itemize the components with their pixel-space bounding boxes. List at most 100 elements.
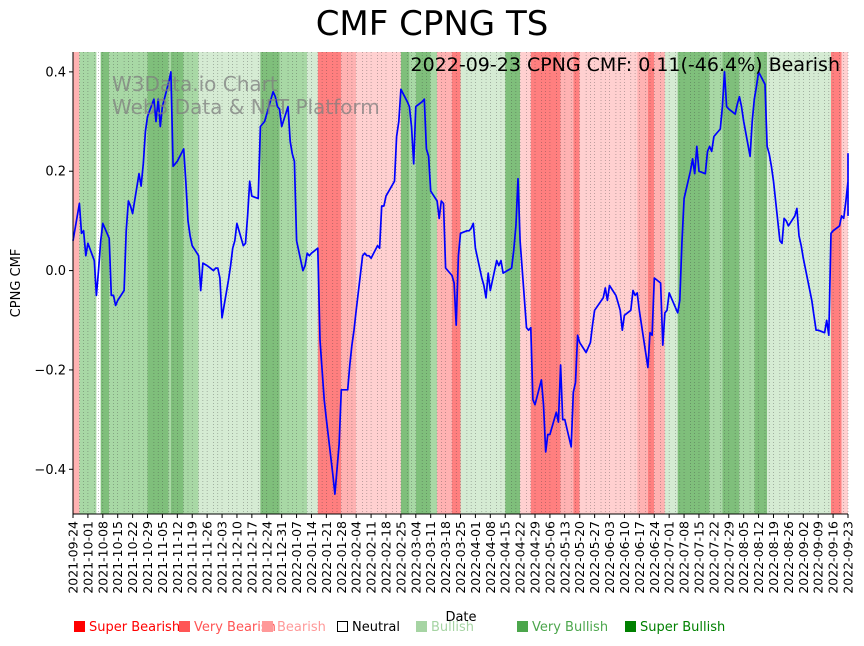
latest-value-annotation: 2022-09-23 CPNG CMF: 0.11(-46.4%) Bearis… [410, 54, 841, 76]
x-tick-label: 2022-09-16 [826, 521, 841, 594]
legend-swatch [179, 621, 190, 632]
x-tick-label: 2022-09-23 [841, 521, 856, 594]
regime-band-very-bearish [573, 52, 580, 514]
legend-label: Super Bearish [89, 620, 181, 635]
regime-band-very-bullish [100, 52, 110, 514]
regime-band-bullish [430, 52, 438, 514]
y-tick-label: −0.4 [34, 463, 66, 478]
regime-band-very-bullish [400, 52, 410, 514]
x-tick-label: 2021-10-15 [110, 521, 125, 594]
regime-band-bearish [637, 52, 648, 514]
x-tick-label: 2022-06-24 [647, 521, 662, 594]
legend-swatch [74, 621, 85, 632]
regime-band-bullish [168, 52, 171, 514]
x-tick-label: 2022-07-01 [662, 521, 677, 594]
regime-band-very-bullish [754, 52, 768, 514]
x-tick-label: 2021-11-12 [170, 521, 185, 594]
x-tick-label: 2022-04-15 [498, 521, 513, 594]
x-tick-label: 2021-12-31 [274, 521, 289, 594]
x-tick-label: 2022-05-06 [542, 521, 557, 594]
legend-label: Bullish [431, 620, 475, 635]
legend: Super Bearish Very Bearish Bearish Neutr… [0, 620, 864, 638]
x-tick-label: 2021-09-24 [66, 521, 81, 594]
x-tick-label: 2022-03-18 [438, 521, 453, 594]
x-tick-label: 2022-02-18 [379, 521, 394, 594]
x-tick-label: 2021-12-24 [259, 521, 274, 594]
regime-band-bearish-light [579, 52, 638, 514]
legend-label: Bearish [277, 620, 326, 635]
regime-band-neutral-green [664, 52, 678, 514]
watermark-line-1: W3Data.io Chart [112, 72, 278, 96]
regime-band-very-bullish [260, 52, 280, 514]
watermark-line-2: Web3 Data & NFT Platform [112, 95, 380, 119]
x-tick-label: 2022-05-20 [572, 521, 587, 594]
x-tick-label: 2021-10-22 [125, 521, 140, 594]
x-tick-label: 2022-02-04 [349, 521, 364, 594]
legend-item-super-bearish: Super Bearish [74, 620, 180, 635]
legend-swatch [337, 621, 348, 632]
x-tick-label: 2022-08-26 [781, 521, 796, 594]
regime-band-bearish [73, 52, 80, 514]
regime-band-bearish [437, 52, 452, 514]
series-line-cmf [72, 71, 849, 495]
y-tick-label: 0.0 [45, 264, 66, 279]
regime-band-bullish [409, 52, 416, 514]
legend-item-very-bearish: Very Bearish [179, 620, 276, 635]
y-tick-label: −0.2 [34, 363, 66, 378]
x-tick-label: 2022-08-19 [766, 521, 781, 594]
x-tick-label: 2022-07-15 [692, 521, 707, 594]
regime-band-neutral-green [198, 52, 261, 514]
x-tick-label: 2022-01-07 [289, 521, 304, 594]
legend-swatch [625, 621, 636, 632]
x-tick-label: 2022-07-29 [721, 521, 736, 594]
chart-title: CMF CPNG TS [315, 4, 549, 44]
legend-item-neutral: Neutral [337, 620, 400, 635]
x-tick-label: 2022-03-04 [408, 521, 423, 594]
regime-bands [73, 52, 848, 514]
x-tick-label: 2021-11-26 [200, 521, 215, 594]
legend-item-very-bullish: Very Bullish [517, 620, 608, 635]
regime-band-bearish [560, 52, 574, 514]
x-tick-label: 2021-11-19 [185, 521, 200, 594]
x-tick-label: 2022-06-17 [632, 521, 647, 594]
x-tick-label: 2021-11-05 [155, 521, 170, 594]
x-tick-label: 2022-06-03 [602, 521, 617, 594]
x-tick-label: 2021-10-01 [80, 521, 95, 594]
x-tick-label: 2022-01-28 [334, 521, 349, 594]
regime-band-bearish-light [520, 52, 531, 514]
x-tick-label: 2022-09-02 [796, 521, 811, 594]
x-tick-label: 2022-03-11 [423, 521, 438, 594]
x-tick-label: 2022-08-05 [736, 521, 751, 594]
x-tick-label: 2022-03-25 [453, 521, 468, 594]
regime-band-bullish [279, 52, 308, 514]
x-tick-label: 2022-02-25 [393, 521, 408, 594]
x-tick-label: 2022-04-29 [528, 521, 543, 594]
regime-band-very-bullish [677, 52, 710, 514]
x-tick-label: 2021-10-08 [95, 521, 110, 594]
x-tick-label: 2022-06-10 [617, 521, 632, 594]
regime-band-very-bullish [505, 52, 521, 514]
regime-band-bullish [183, 52, 199, 514]
regime-band-very-bullish [722, 52, 740, 514]
regime-band-bearish [341, 52, 357, 514]
regime-band-very-bearish [647, 52, 655, 514]
legend-swatch [416, 621, 427, 632]
x-tick-label: 2022-01-21 [319, 521, 334, 594]
x-tick-label: 2022-04-01 [468, 521, 483, 594]
x-tick-label: 2021-12-10 [229, 521, 244, 594]
regime-band-neutral-green [307, 52, 318, 514]
x-tick-label: 2022-07-08 [677, 521, 692, 594]
x-tick-label: 2022-07-22 [706, 521, 721, 594]
x-tick-label: 2022-08-12 [751, 521, 766, 594]
x-axis-label: Date [445, 610, 476, 625]
legend-item-super-bullish: Super Bullish [625, 620, 725, 635]
legend-label: Very Bearish [194, 620, 276, 635]
regime-band-bullish [739, 52, 755, 514]
y-ticks: −0.4 −0.2 0.0 0.2 0.4 [34, 65, 73, 478]
regime-band-bullish [709, 52, 723, 514]
x-tick-label: 2021-10-29 [140, 521, 155, 594]
x-tick-label: 2022-09-09 [811, 521, 826, 594]
y-tick-label: 0.2 [45, 165, 66, 180]
x-tick-label: 2022-04-22 [513, 521, 528, 594]
